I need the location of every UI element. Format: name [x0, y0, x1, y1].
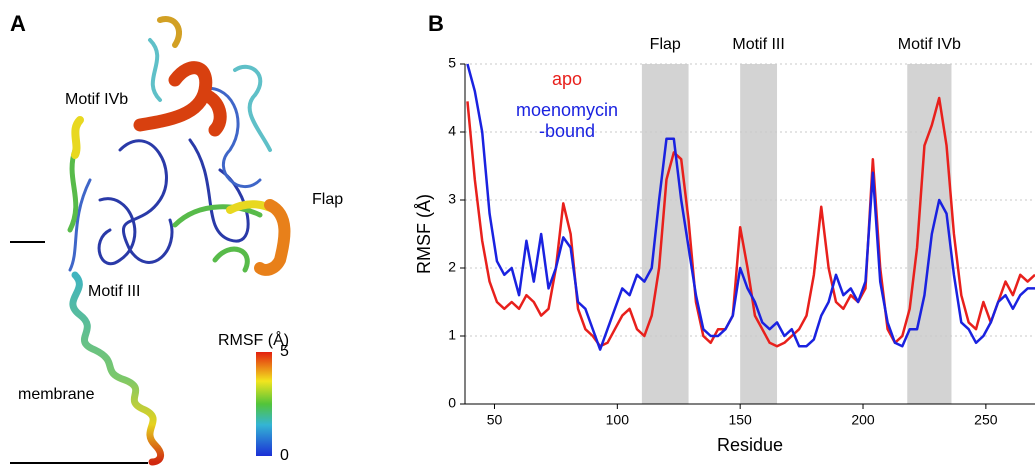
y-tick-label: 1 — [448, 327, 456, 343]
colorbar-tick-label: 5 — [280, 343, 289, 360]
annotation: Flap — [312, 191, 343, 208]
x-tick-label: 250 — [974, 412, 998, 428]
annotation: Motif III — [88, 283, 140, 300]
protein-cartoon — [10, 16, 291, 466]
annotation: membrane — [18, 386, 95, 403]
x-axis-label: Residue — [717, 435, 783, 455]
highlight-region — [740, 64, 778, 404]
x-tick-label: 200 — [851, 412, 875, 428]
panel-b: B Flap Motif III Motif IVb 0 1 2 3 4 5 50 100 150 200… — [414, 11, 1035, 455]
y-axis-label: RMSF (Å) — [414, 194, 434, 274]
highlight-region — [907, 64, 952, 404]
region-label: Flap — [650, 36, 681, 53]
colorbar-label: RMSF (Å) — [218, 330, 289, 349]
series-line — [466, 63, 1035, 351]
legend-entry: moenomycin -bound — [516, 100, 618, 141]
panel-a: A Motif IVb Flap Motif III membrane RMSF… — [10, 11, 343, 466]
colorbar-tick-label: 0 — [280, 447, 289, 464]
legend-entry: apo — [552, 69, 582, 89]
x-tick-label: 150 — [728, 412, 752, 428]
y-tick-label: 4 — [448, 123, 456, 139]
region-label: Motif IVb — [898, 36, 961, 53]
y-tick-label: 2 — [448, 259, 456, 275]
annotation: Motif IVb — [65, 91, 128, 108]
y-tick-label: 3 — [448, 191, 456, 207]
highlight-region — [641, 64, 689, 404]
y-tick-label: 0 — [448, 395, 456, 411]
x-tick-label: 100 — [606, 412, 630, 428]
panel-label: A — [10, 11, 26, 36]
colorbar — [256, 352, 272, 456]
lines — [466, 63, 1035, 351]
series-line — [466, 96, 1035, 348]
region-label: Motif III — [732, 36, 784, 53]
x-tick-label: 50 — [487, 412, 503, 428]
panel-label: B — [428, 11, 444, 36]
y-tick-label: 5 — [448, 55, 456, 71]
